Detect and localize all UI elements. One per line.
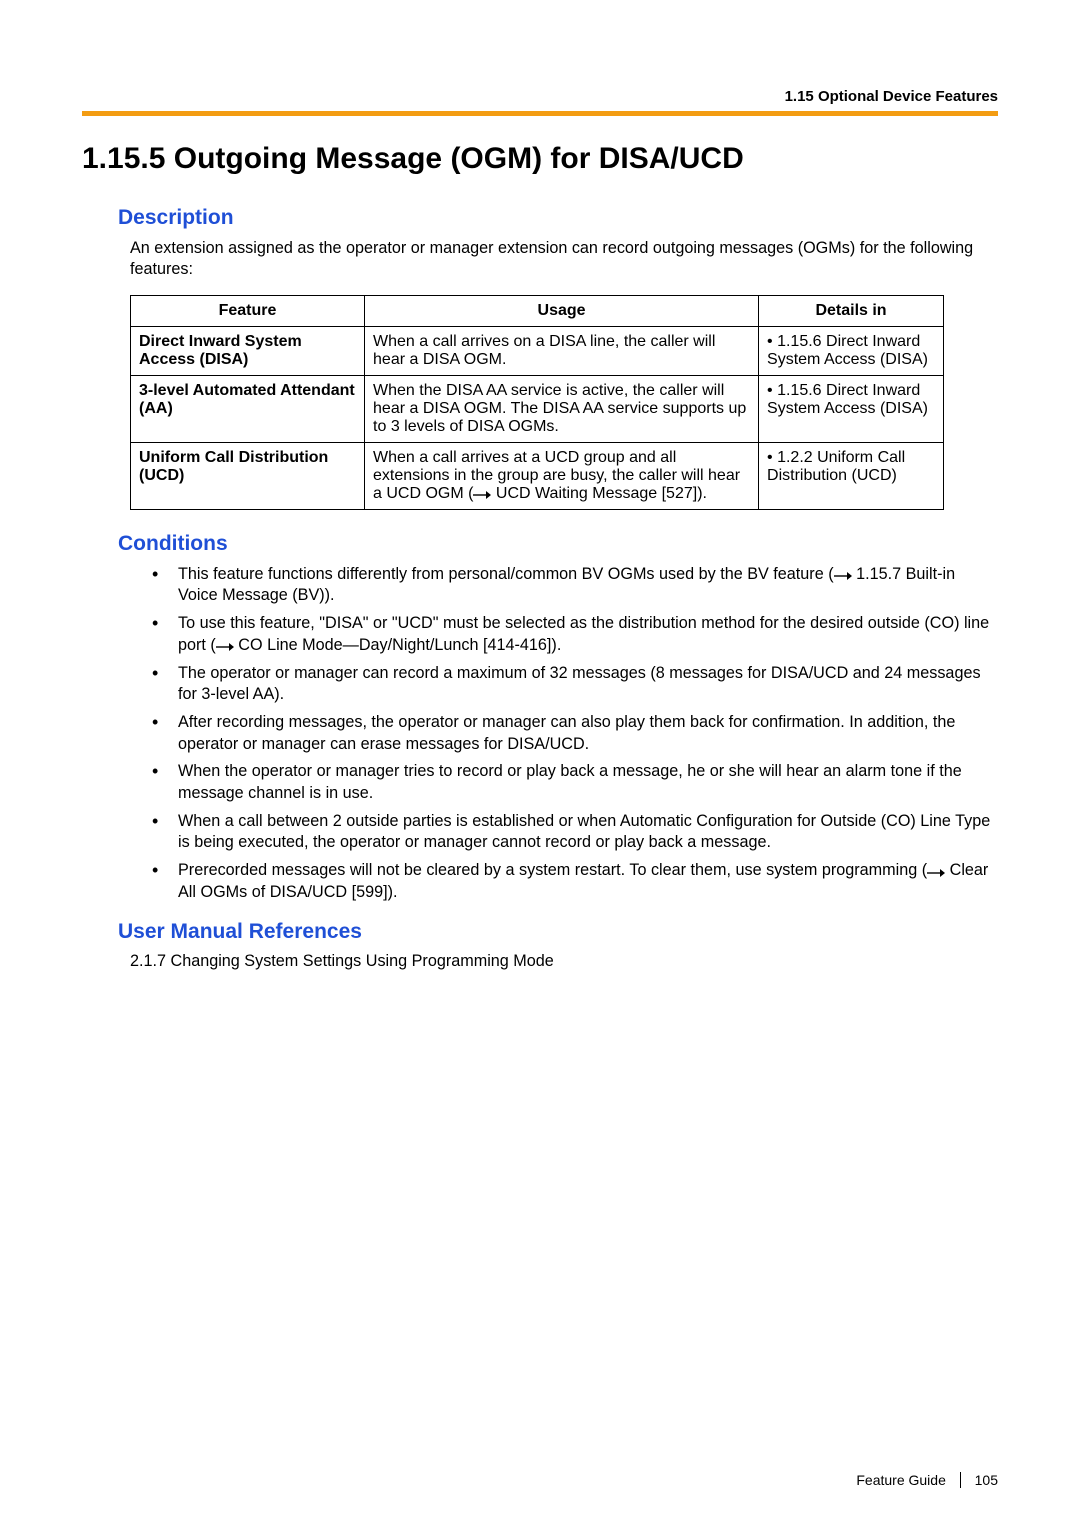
- top-rule: [82, 111, 998, 116]
- list-item: This feature functions differently from …: [152, 564, 998, 607]
- arrow-icon: [473, 486, 491, 502]
- col-usage-header: Usage: [365, 295, 759, 326]
- cell-feature: Direct Inward System Access (DISA): [131, 326, 365, 375]
- list-item: To use this feature, "DISA" or "UCD" mus…: [152, 613, 998, 656]
- condition-text: Prerecorded messages will not be cleared…: [178, 861, 927, 879]
- table-header-row: Feature Usage Details in: [131, 295, 944, 326]
- usage-text: UCD Waiting Message [527]).: [491, 485, 706, 502]
- section-heading-conditions: Conditions: [118, 532, 998, 556]
- cell-details: • 1.15.6 Direct Inward System Access (DI…: [759, 326, 944, 375]
- manual-ref-line: 2.1.7 Changing System Settings Using Pro…: [130, 952, 998, 971]
- condition-text: CO Line Mode—Day/Night/Lunch [414-416]).: [234, 636, 562, 654]
- running-head: 1.15 Optional Device Features: [82, 88, 998, 105]
- description-intro: An extension assigned as the operator or…: [130, 238, 998, 281]
- table-row: Uniform Call Distribution (UCD) When a c…: [131, 442, 944, 509]
- condition-text: When the operator or manager tries to re…: [178, 762, 962, 802]
- col-feature-header: Feature: [131, 295, 365, 326]
- condition-text: The operator or manager can record a max…: [178, 664, 981, 704]
- table-row: Direct Inward System Access (DISA) When …: [131, 326, 944, 375]
- arrow-icon: [927, 863, 945, 879]
- condition-text: This feature functions differently from …: [178, 565, 834, 583]
- arrow-icon: [216, 637, 234, 653]
- section-heading-manual-refs: User Manual References: [118, 920, 998, 944]
- cell-usage: When a call arrives at a UCD group and a…: [365, 442, 759, 509]
- section-heading-description: Description: [118, 206, 998, 230]
- list-item: When a call between 2 outside parties is…: [152, 811, 998, 854]
- footer-separator: [960, 1472, 961, 1488]
- list-item: After recording messages, the operator o…: [152, 712, 998, 755]
- col-details-header: Details in: [759, 295, 944, 326]
- page-footer: Feature Guide 105: [856, 1472, 998, 1488]
- feature-table: Feature Usage Details in Direct Inward S…: [130, 295, 944, 510]
- table-row: 3-level Automated Attendant (AA) When th…: [131, 375, 944, 442]
- arrow-icon: [834, 566, 852, 582]
- cell-feature: Uniform Call Distribution (UCD): [131, 442, 365, 509]
- cell-details: • 1.2.2 Uniform Call Distribution (UCD): [759, 442, 944, 509]
- page: 1.15 Optional Device Features 1.15.5 Out…: [0, 0, 1080, 1528]
- conditions-list: This feature functions differently from …: [152, 564, 998, 904]
- page-title: 1.15.5 Outgoing Message (OGM) for DISA/U…: [82, 142, 998, 176]
- footer-guide: Feature Guide: [856, 1472, 946, 1488]
- cell-usage: When a call arrives on a DISA line, the …: [365, 326, 759, 375]
- footer-page-number: 105: [975, 1472, 998, 1488]
- condition-text: When a call between 2 outside parties is…: [178, 812, 990, 852]
- list-item: The operator or manager can record a max…: [152, 663, 998, 706]
- condition-text: After recording messages, the operator o…: [178, 713, 955, 753]
- cell-details: • 1.15.6 Direct Inward System Access (DI…: [759, 375, 944, 442]
- cell-usage: When the DISA AA service is active, the …: [365, 375, 759, 442]
- list-item: When the operator or manager tries to re…: [152, 761, 998, 804]
- list-item: Prerecorded messages will not be cleared…: [152, 860, 998, 903]
- cell-feature: 3-level Automated Attendant (AA): [131, 375, 365, 442]
